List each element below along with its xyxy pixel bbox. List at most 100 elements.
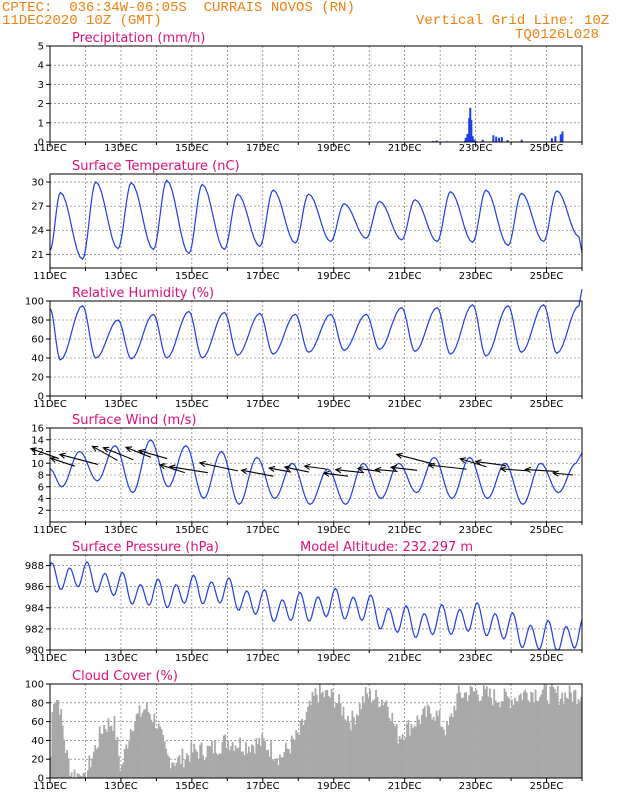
wind-vector-head: [499, 466, 507, 473]
cloud-bar: [94, 745, 97, 778]
cloud-bar: [242, 751, 244, 778]
cloud-bar: [184, 758, 187, 778]
cloud-bar: [352, 717, 355, 778]
wind-vector: [475, 461, 506, 467]
x-tick-label: 13DEC: [104, 271, 138, 282]
cloud-bar: [478, 701, 481, 778]
wind-vector-head: [459, 457, 467, 464]
cloud-bar: [216, 755, 219, 778]
cloud-bar: [92, 751, 95, 778]
cloud-bar: [314, 688, 317, 778]
cloud-bar: [443, 729, 445, 778]
precip-bar: [550, 138, 553, 142]
x-tick-label: 13DEC: [104, 525, 138, 536]
cloud-bar: [372, 700, 374, 778]
wind-vector-head: [474, 459, 482, 466]
x-tick-label: 17DEC: [246, 525, 280, 536]
cloud-bar: [276, 758, 278, 778]
cloud-bar: [113, 715, 116, 778]
cloud-bar: [491, 705, 494, 778]
x-tick-label: 19DEC: [317, 781, 351, 792]
cloud-bar: [369, 689, 371, 778]
cloud-bar: [255, 738, 258, 778]
cloud-bar: [258, 737, 261, 778]
cloud-bar: [487, 696, 490, 778]
panel-frame: [49, 300, 583, 397]
cloud-bar: [480, 700, 482, 778]
cloud-bar: [530, 692, 533, 778]
cloud-bar: [354, 724, 357, 778]
cloud-bar: [211, 740, 213, 778]
cloud-bar: [209, 746, 212, 778]
x-tick-label: 17DEC: [246, 653, 280, 664]
cloud-bar: [249, 752, 252, 778]
x-tick-label: 23DEC: [459, 525, 493, 536]
cloud-bar: [98, 726, 101, 778]
cloud-bar: [345, 720, 348, 778]
cloud-bar: [197, 758, 200, 778]
cloud-bar: [488, 688, 491, 778]
cloud-bar: [212, 753, 215, 778]
cloud-bar: [361, 696, 364, 778]
wind-vector-head: [356, 466, 364, 473]
y-tick-label: 20: [31, 373, 44, 384]
cloud-bar: [143, 709, 145, 778]
cloud-bar: [444, 735, 447, 778]
cloud-bar: [528, 701, 531, 778]
cloud-bar: [472, 691, 475, 778]
cloud-bar: [78, 773, 80, 778]
precip-bar: [561, 131, 564, 142]
cloud-bar: [174, 765, 176, 778]
cloud-bar: [336, 702, 339, 778]
cloud-bar: [228, 750, 231, 778]
cloud-bar: [349, 730, 352, 778]
cloud-bar: [230, 745, 233, 778]
cloud-bar: [239, 737, 241, 778]
cloud-bar: [524, 689, 527, 778]
wind-vector: [169, 466, 208, 474]
cloud-bar: [292, 738, 295, 778]
cloud-bar: [459, 692, 462, 778]
cloud-bar: [450, 713, 453, 778]
x-tick-label: 15DEC: [175, 143, 209, 154]
cloud-bar: [304, 719, 306, 778]
cloud-bar: [271, 759, 274, 778]
wind-vector: [525, 468, 556, 473]
x-tick-label: 25DEC: [530, 781, 564, 792]
cloud-bar: [404, 737, 407, 778]
x-tick-label: 23DEC: [459, 653, 493, 664]
cloud-bar: [262, 738, 265, 778]
cloud-bar: [107, 718, 110, 778]
wind-vector: [125, 446, 152, 458]
cloud-bar: [364, 687, 367, 778]
cloud-bar: [270, 741, 272, 778]
cloud-bar: [395, 724, 398, 778]
cloud-bar: [522, 691, 525, 778]
y-tick-label: 16: [31, 424, 44, 435]
cloud-bar: [403, 740, 405, 778]
y-tick-label: 24: [31, 226, 44, 237]
cloud-bar: [463, 692, 466, 778]
cloud-bar: [264, 741, 267, 778]
cloud-bar: [91, 758, 94, 778]
wind-vector-head: [198, 460, 206, 467]
cloud-bar: [514, 697, 516, 778]
x-tick-label: 15DEC: [175, 781, 209, 792]
cloud-bar: [259, 745, 262, 778]
wind-vector: [500, 468, 529, 472]
cloud-bar: [330, 688, 333, 778]
cloud-bar: [70, 772, 73, 778]
model-code-label: TQ0126L028: [515, 27, 600, 43]
y-tick-label: 8: [38, 471, 44, 482]
cloud-bar: [565, 697, 568, 778]
cloud-bar: [577, 699, 580, 778]
cloud-bar: [308, 700, 311, 778]
cloud-bar: [579, 701, 581, 778]
cloud-bar: [484, 689, 487, 778]
cloud-bar: [162, 735, 165, 778]
wind-vector-head: [267, 465, 276, 473]
cloud-bar: [183, 767, 185, 778]
x-tick-label: 13DEC: [104, 399, 138, 410]
cloud-bar: [338, 694, 340, 778]
cloud-bar: [496, 702, 499, 778]
